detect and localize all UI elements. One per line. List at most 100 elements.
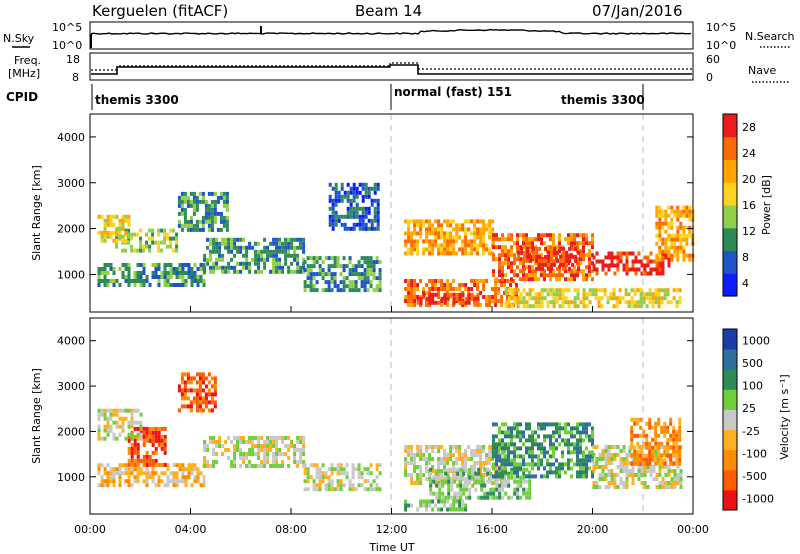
heatmap-cell — [266, 452, 270, 456]
heatmap-cell — [607, 469, 611, 473]
heatmap-cell — [588, 458, 591, 463]
heatmap-cell — [458, 235, 462, 240]
heatmap-cell — [337, 198, 341, 203]
heatmap-cell — [106, 479, 110, 484]
heatmap-cell — [348, 288, 352, 293]
heatmap-cell — [357, 483, 361, 488]
heatmap-cell — [260, 460, 264, 464]
heatmap-cell — [525, 495, 529, 500]
heatmap-cell — [579, 430, 582, 435]
heatmap-cell — [619, 469, 623, 473]
heatmap-cell — [269, 464, 273, 468]
heatmap-cell — [345, 284, 349, 289]
heatmap-cell — [127, 471, 131, 476]
heatmap-cell — [136, 479, 140, 484]
heatmap-cell — [407, 445, 411, 449]
heatmap-cell — [207, 227, 211, 232]
heatmap-cell — [367, 206, 371, 211]
heatmap-cell — [649, 251, 653, 256]
heatmap-cell — [413, 243, 417, 248]
heatmap-cell — [266, 456, 270, 460]
heatmap-cell — [464, 503, 468, 508]
heatmap-cell — [163, 240, 167, 245]
heatmap-cell — [218, 245, 222, 250]
heatmap-cell — [552, 434, 555, 439]
heatmap-cell — [186, 372, 190, 377]
heatmap-cell — [669, 453, 673, 458]
heatmap-cell — [555, 273, 558, 278]
heatmap-cell — [327, 256, 331, 261]
heatmap-cell — [633, 292, 637, 297]
heatmap-cell — [667, 259, 671, 264]
heatmap-cell — [522, 487, 526, 492]
heatmap-cell — [361, 222, 365, 227]
heatmap-cell — [372, 288, 376, 293]
heatmap-cell — [100, 436, 104, 441]
heatmap-cell — [675, 441, 679, 446]
heatmap-cell — [571, 246, 575, 251]
heatmap-cell — [643, 465, 647, 469]
heatmap-cell — [115, 420, 119, 425]
heatmap-cell — [573, 269, 576, 274]
heatmap-cell — [470, 469, 474, 473]
heatmap-cell — [151, 275, 155, 279]
heatmap-cell — [654, 300, 658, 305]
heatmap-cell — [206, 464, 210, 468]
heatmap-cell — [257, 269, 261, 274]
heatmap-cell — [340, 198, 344, 203]
heatmap-cell — [281, 265, 285, 270]
heatmap-cell — [585, 454, 588, 459]
heatmap-cell — [130, 279, 134, 283]
velocity-heatmap — [97, 372, 683, 512]
heatmap-cell — [180, 392, 184, 397]
heatmap-cell — [603, 292, 607, 297]
heatmap-cell — [476, 461, 480, 465]
heatmap-cell — [306, 264, 310, 269]
heatmap-cell — [486, 491, 490, 496]
heatmap-cell — [491, 481, 495, 485]
heatmap-cell — [440, 461, 444, 465]
heatmap-cell — [361, 210, 365, 215]
heatmap-cell — [528, 249, 531, 254]
heatmap-cell — [169, 236, 173, 241]
heatmap-cell — [676, 465, 680, 469]
heatmap-cell — [446, 292, 450, 297]
heatmap-cell — [452, 300, 456, 305]
heatmap-cell — [404, 299, 408, 303]
heatmap-cell — [437, 449, 441, 453]
heatmap-cell — [209, 253, 213, 258]
heatmap-cell — [348, 268, 352, 273]
heatmap-cell — [139, 248, 143, 253]
heatmap-cell — [100, 214, 104, 219]
heatmap-cell — [543, 434, 546, 439]
heatmap-cell — [181, 475, 185, 480]
heatmap-cell — [177, 203, 181, 208]
heatmap-cell — [404, 239, 408, 244]
heatmap-cell — [482, 283, 486, 287]
heatmap-cell — [318, 487, 322, 492]
heatmap-cell — [236, 436, 240, 440]
freq-tick-bottom: 8 — [72, 71, 79, 84]
heatmap-cell — [470, 449, 474, 453]
heatmap-cell — [455, 461, 459, 465]
heatmap-cell — [582, 430, 585, 435]
heatmap-cell — [685, 205, 689, 210]
heatmap-cell — [528, 495, 532, 500]
heatmap-cell — [467, 457, 471, 461]
heatmap-cell — [112, 467, 116, 472]
heatmap-cell — [588, 454, 591, 459]
heatmap-cell — [407, 291, 411, 295]
heatmap-cell — [432, 491, 436, 496]
heatmap-cell — [573, 462, 576, 467]
heatmap-cell — [184, 283, 188, 287]
heatmap-cell — [278, 257, 282, 262]
heatmap-cell — [245, 464, 249, 468]
heatmap-cell — [579, 257, 582, 262]
heatmap-cell — [312, 264, 316, 269]
heatmap-cell — [263, 245, 267, 250]
heatmap-cell — [618, 300, 622, 305]
heatmap-cell — [510, 237, 513, 242]
heatmap-cell — [482, 461, 486, 465]
heatmap-cell — [473, 300, 477, 305]
